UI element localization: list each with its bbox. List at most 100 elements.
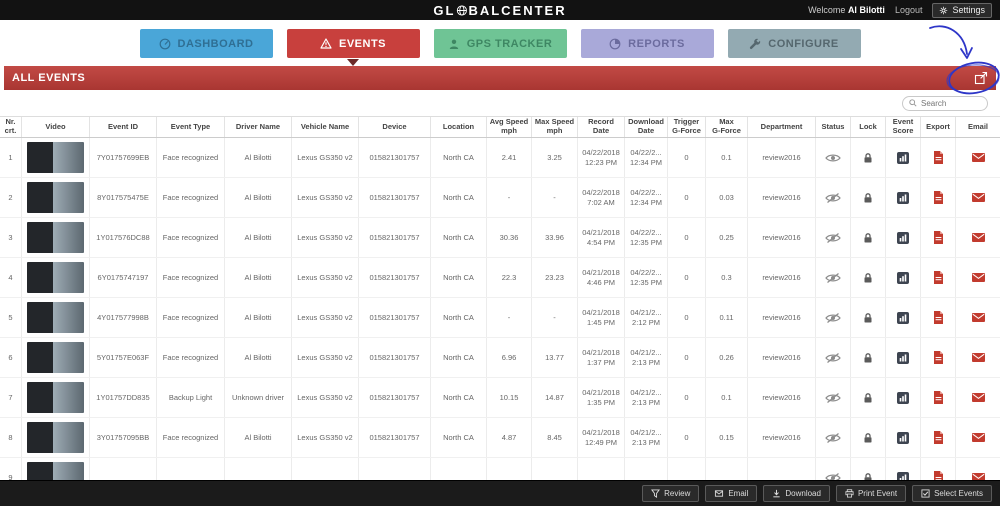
review-button[interactable]: Review — [642, 485, 700, 502]
event-score-icon[interactable] — [897, 351, 909, 364]
envelope-icon[interactable] — [971, 233, 985, 242]
eye-icon[interactable] — [825, 153, 841, 163]
tab-events[interactable]: EVENTS — [286, 29, 420, 66]
column-header: Record Date — [578, 117, 625, 137]
cell-event-type: Face recognized — [157, 218, 225, 257]
event-score-icon[interactable] — [897, 311, 909, 324]
eye-off-icon[interactable] — [825, 232, 841, 243]
eye-off-icon[interactable] — [825, 432, 841, 443]
select-events-button[interactable]: Select Events — [912, 485, 992, 502]
column-header: Department — [748, 117, 816, 137]
lock-icon[interactable] — [862, 472, 874, 481]
lock-icon[interactable] — [862, 392, 874, 404]
eye-off-icon[interactable] — [825, 472, 841, 481]
lock-icon[interactable] — [862, 432, 874, 444]
envelope-icon[interactable] — [971, 393, 985, 402]
cell-event-score — [886, 218, 921, 257]
cell-status — [816, 418, 851, 457]
eye-off-icon[interactable] — [825, 192, 841, 203]
settings-button[interactable]: Settings — [932, 2, 992, 18]
print-event-button[interactable]: Print Event — [835, 485, 907, 502]
search-input[interactable] — [921, 98, 981, 108]
eye-off-icon[interactable] — [825, 352, 841, 363]
video-thumbnail[interactable] — [27, 222, 84, 253]
eye-off-icon[interactable] — [825, 392, 841, 403]
envelope-icon[interactable] — [971, 473, 985, 480]
lock-icon[interactable] — [862, 152, 874, 164]
event-score-icon[interactable] — [897, 231, 909, 244]
brand-suffix: BALCENTER — [468, 2, 567, 18]
pdf-icon[interactable] — [933, 471, 944, 480]
pdf-icon[interactable] — [933, 191, 944, 204]
tab-reports[interactable]: REPORTS — [580, 29, 714, 58]
table-row: 4 6Y0175747197 Face recognized Al Bilott… — [0, 258, 1000, 298]
tab-dashboard[interactable]: DASHBOARD — [139, 29, 273, 58]
download-button[interactable]: Download — [763, 485, 830, 502]
lock-icon[interactable] — [862, 352, 874, 364]
search-icon — [909, 99, 917, 107]
envelope-icon[interactable] — [971, 193, 985, 202]
column-header: Video — [22, 117, 90, 137]
event-score-icon[interactable] — [897, 191, 909, 204]
pdf-icon[interactable] — [933, 351, 944, 364]
envelope-icon[interactable] — [971, 433, 985, 442]
envelope-icon[interactable] — [971, 313, 985, 322]
tab-gps-tracker[interactable]: GPS TRACKER — [433, 29, 567, 58]
cell-record-date: 04/21/2018 1:35 PM — [578, 378, 625, 417]
lock-icon[interactable] — [862, 312, 874, 324]
tab-configure[interactable]: CONFIGURE — [727, 29, 861, 58]
lock-icon[interactable] — [862, 192, 874, 204]
cell-export — [921, 418, 956, 457]
event-score-icon[interactable] — [897, 471, 909, 481]
logout-link[interactable]: Logout — [894, 5, 923, 15]
column-header: Nr. crt. — [0, 117, 22, 137]
cell-location: North CA — [431, 418, 487, 457]
cell-event-id: 1Y017576DC88 — [90, 218, 157, 257]
cell-max-gforce: 0.1 — [706, 138, 748, 177]
event-score-icon[interactable] — [897, 391, 909, 404]
pdf-icon[interactable] — [933, 231, 944, 244]
footer-bar: Review Email Download Print Event Select… — [0, 480, 1000, 506]
pdf-icon[interactable] — [933, 391, 944, 404]
video-thumbnail[interactable] — [27, 382, 84, 413]
eye-off-icon[interactable] — [825, 312, 841, 323]
cell-trigger-gforce: 0 — [668, 138, 706, 177]
cell-event-id: 6Y0175747197 — [90, 258, 157, 297]
eye-off-icon[interactable] — [825, 272, 841, 283]
cell-device: 015821301757 — [359, 418, 431, 457]
cell-event-id: 3Y01757095BB — [90, 418, 157, 457]
email-button[interactable]: Email — [705, 485, 758, 502]
video-thumbnail[interactable] — [27, 302, 84, 333]
table-row: 2 8Y017575475E Face recognized Al Bilott… — [0, 178, 1000, 218]
cell-max-speed: 33.96 — [532, 218, 578, 257]
event-score-icon[interactable] — [897, 431, 909, 444]
lock-icon[interactable] — [862, 232, 874, 244]
envelope-icon[interactable] — [971, 273, 985, 282]
lock-icon[interactable] — [862, 272, 874, 284]
cell-department: review2016 — [748, 378, 816, 417]
pdf-icon[interactable] — [933, 431, 944, 444]
cell-export — [921, 178, 956, 217]
video-thumbnail[interactable] — [27, 182, 84, 213]
cell-download-date: 04/21/2... 2:13 PM — [625, 378, 668, 417]
search-box[interactable] — [902, 95, 988, 111]
envelope-icon[interactable] — [971, 153, 985, 162]
pdf-icon[interactable] — [933, 151, 944, 164]
cell-event-type: Face recognized — [157, 178, 225, 217]
video-thumbnail[interactable] — [27, 142, 84, 173]
cell-video — [22, 178, 90, 217]
column-header: Trigger G-Force — [668, 117, 706, 137]
pdf-icon[interactable] — [933, 311, 944, 324]
video-thumbnail[interactable] — [27, 262, 84, 293]
video-thumbnail[interactable] — [27, 342, 84, 373]
export-events-icon[interactable] — [974, 69, 988, 87]
cell-trigger-gforce: 0 — [668, 258, 706, 297]
cell-video — [22, 418, 90, 457]
pdf-icon[interactable] — [933, 271, 944, 284]
cell-trigger-gforce — [668, 458, 706, 480]
video-thumbnail[interactable] — [27, 462, 84, 480]
event-score-icon[interactable] — [897, 151, 909, 164]
event-score-icon[interactable] — [897, 271, 909, 284]
envelope-icon[interactable] — [971, 353, 985, 362]
video-thumbnail[interactable] — [27, 422, 84, 453]
